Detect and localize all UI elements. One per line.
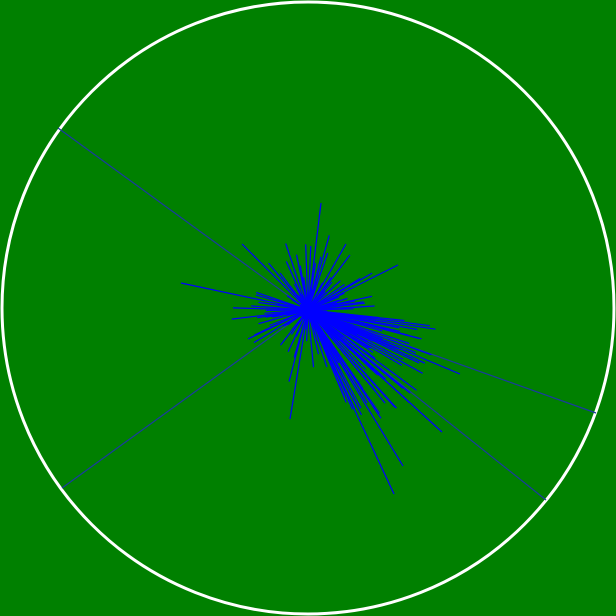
shot-line — [307, 309, 396, 408]
center-cluster — [299, 301, 317, 319]
shot-line — [307, 301, 364, 311]
shot-line — [305, 244, 309, 311]
shot-line — [285, 243, 309, 311]
shot-line — [307, 309, 373, 344]
shot-line — [307, 309, 426, 364]
shot-line — [307, 305, 375, 311]
shot-line — [307, 309, 422, 340]
shot-line — [307, 309, 367, 370]
shot-line — [61, 309, 309, 489]
shot-line — [307, 309, 418, 331]
shots — [57, 127, 597, 501]
shot-line — [307, 309, 382, 419]
shot-line — [307, 245, 312, 311]
shot-line — [241, 243, 309, 311]
shot-line — [307, 252, 329, 311]
shot-line — [268, 262, 309, 311]
shot-line — [307, 277, 361, 311]
shot-line — [307, 309, 347, 403]
shot-line — [180, 282, 309, 311]
shot-line — [307, 309, 379, 376]
shot-line — [253, 309, 309, 344]
shot-line — [307, 295, 373, 311]
shot-line — [57, 127, 309, 311]
shot-line — [255, 294, 309, 311]
shot-line — [251, 305, 309, 311]
shot-line — [289, 309, 309, 420]
shot-line — [307, 309, 403, 366]
